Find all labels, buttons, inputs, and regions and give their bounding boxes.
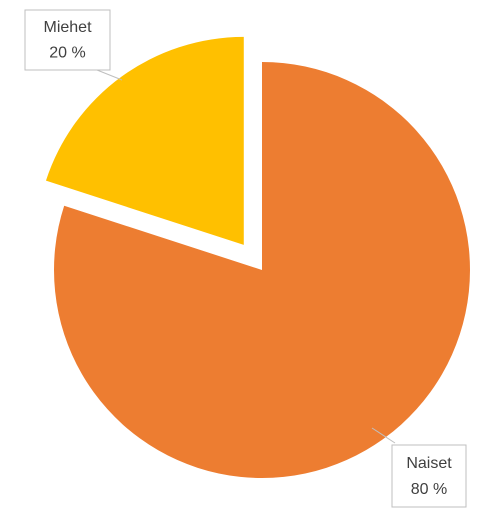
pie-slice xyxy=(53,62,471,479)
leader-line xyxy=(371,427,396,444)
category-label: Naiset xyxy=(406,455,452,472)
leader-line xyxy=(96,69,123,81)
label-box xyxy=(391,444,467,508)
category-label: Miehet xyxy=(43,19,92,36)
value-label: 80 % xyxy=(411,481,447,498)
value-label: 20 % xyxy=(49,44,85,61)
pie-slice xyxy=(45,36,244,245)
label-box xyxy=(24,9,111,71)
